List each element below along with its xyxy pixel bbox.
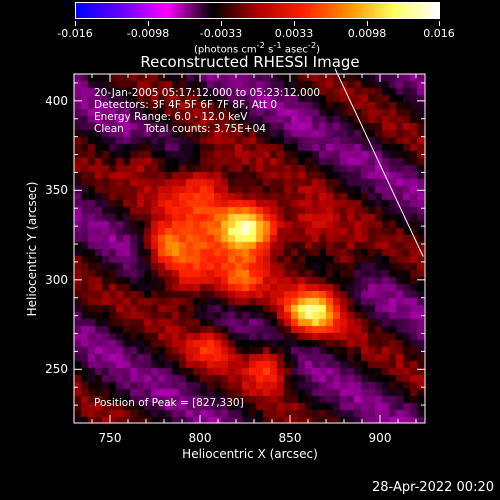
method-text: Clean <box>94 123 124 135</box>
colorbar-tick <box>294 21 295 26</box>
peak-position-text: Position of Peak = [827,330] <box>94 397 244 409</box>
total-counts-text: Total counts: 3.75E+04 <box>144 123 267 135</box>
colorbar-tick-label: -0.0098 <box>126 27 170 40</box>
colorbar-tick <box>75 21 76 26</box>
colorbar-tick-label: 0.0033 <box>274 27 314 40</box>
chart-title: Reconstructed RHESSI Image <box>140 53 360 71</box>
colorbar-tick <box>439 21 440 26</box>
colorbar <box>75 2 440 19</box>
x-tick-label: 750 <box>98 431 122 445</box>
solar-limb-line <box>334 68 424 257</box>
y-tick-label: 300 <box>45 272 68 287</box>
y-axis-label: Heliocentric Y (arcsec) <box>25 181 39 317</box>
y-tick-label: 250 <box>45 362 68 377</box>
timestamp: 28-Apr-2022 00:20 <box>372 480 494 495</box>
y-tick-label: 400 <box>45 93 68 108</box>
colorbar-tick-label: -0.0033 <box>199 27 243 40</box>
x-tick-label: 900 <box>368 431 392 445</box>
detectors-text: Detectors: 3F 4F 5F 6F 7F 8F, Att 0 <box>94 99 278 111</box>
colorbar-tick-label: 0.0098 <box>347 27 387 40</box>
time-range-text: 20-Jan-2005 05:17:12.000 to 05:23:12.000 <box>94 87 321 99</box>
colorbar-tick <box>148 21 149 26</box>
colorbar-tick <box>221 21 222 26</box>
colorbar-tick-label: 0.016 <box>423 27 455 40</box>
colorbar-tick <box>367 21 368 26</box>
x-tick-label: 850 <box>278 431 302 445</box>
heatmap-image <box>74 74 425 423</box>
plot-frame <box>73 73 426 424</box>
colorbar-tick-label: -0.016 <box>57 27 93 40</box>
colorbar-units: (photons cm-2 s-1 asec-2) <box>193 40 321 56</box>
x-tick-label: 800 <box>188 431 212 445</box>
y-tick-label: 350 <box>45 183 68 198</box>
energy-range-text: Energy Range: 6.0 - 12.0 keV <box>94 111 248 123</box>
x-axis-label: Heliocentric X (arcsec) <box>182 447 318 461</box>
